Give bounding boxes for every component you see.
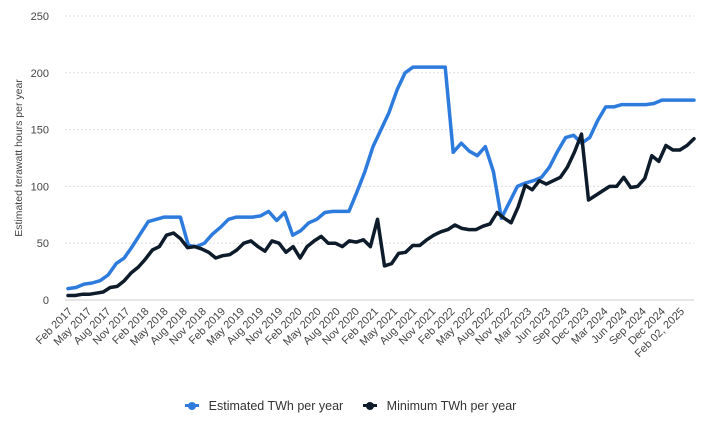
data-series	[66, 65, 696, 298]
y-tick-label: 200	[31, 68, 49, 80]
y-tick-label: 50	[37, 238, 49, 250]
legend-marker-minimum	[362, 401, 377, 410]
legend-label-minimum: Minimum TWh per year	[386, 398, 517, 413]
legend-marker-estimated	[184, 401, 199, 410]
series-line-estimated[interactable]	[66, 65, 696, 291]
legend-item-minimum[interactable]: Minimum TWh per year	[362, 398, 517, 413]
y-axis-ticks: 0 50 100 150 200 250	[31, 11, 49, 307]
y-axis-label: Estimated terawatt hours per year	[13, 79, 25, 237]
legend-dot-estimated	[187, 401, 196, 410]
legend-item-estimated[interactable]: Estimated TWh per year	[184, 398, 344, 413]
y-tick-label: 150	[31, 125, 49, 137]
y-tick-label: 100	[31, 181, 49, 193]
legend: Estimated TWh per year Minimum TWh per y…	[0, 396, 701, 413]
series-line-minimum[interactable]	[66, 132, 696, 298]
legend-label-estimated: Estimated TWh per year	[208, 398, 344, 413]
grid-lines	[65, 15, 694, 301]
y-tick-label: 0	[43, 295, 49, 307]
y-tick-label: 250	[31, 11, 49, 23]
legend-dot-minimum	[365, 401, 374, 410]
